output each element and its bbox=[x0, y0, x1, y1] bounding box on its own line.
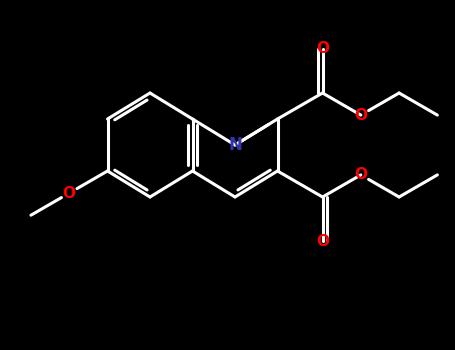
Text: O: O bbox=[63, 186, 76, 201]
Text: O: O bbox=[354, 107, 367, 122]
Text: O: O bbox=[316, 41, 329, 56]
Text: O: O bbox=[316, 234, 329, 249]
Text: N: N bbox=[228, 136, 242, 154]
Text: O: O bbox=[354, 167, 367, 182]
